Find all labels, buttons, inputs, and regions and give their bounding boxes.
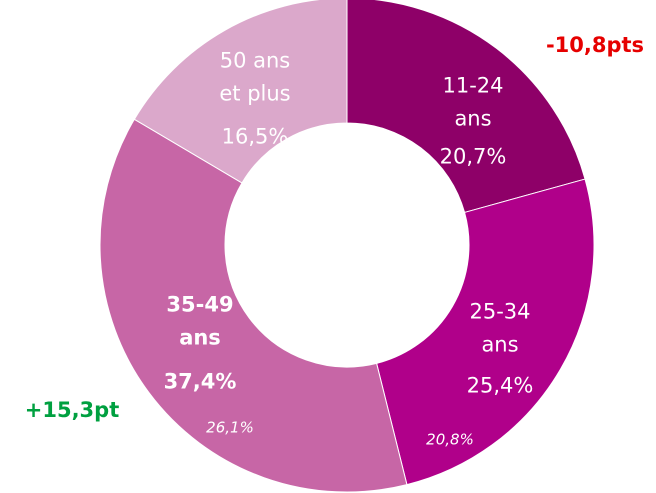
- previous-value-label: 26,1%: [206, 418, 254, 437]
- slice: [133, 0, 348, 184]
- previous-value-label: 20,8%: [426, 430, 474, 449]
- category-label: 11-24 ans: [442, 73, 504, 130]
- category-label: 50 ans et plus: [219, 48, 291, 105]
- value-label: 25,4%: [466, 373, 534, 398]
- value-label: 20,7%: [439, 144, 507, 169]
- annotation: +15,3pt: [24, 398, 120, 422]
- value-label: 37,4%: [163, 369, 237, 394]
- slice: [346, 0, 586, 214]
- slice: [375, 178, 595, 486]
- category-label: 25-34 ans: [469, 299, 531, 356]
- slice: [99, 118, 408, 493]
- value-label: 16,5%: [221, 124, 289, 149]
- annotation: -10,8pts: [545, 33, 645, 57]
- category-label: 35-49 ans: [166, 292, 234, 349]
